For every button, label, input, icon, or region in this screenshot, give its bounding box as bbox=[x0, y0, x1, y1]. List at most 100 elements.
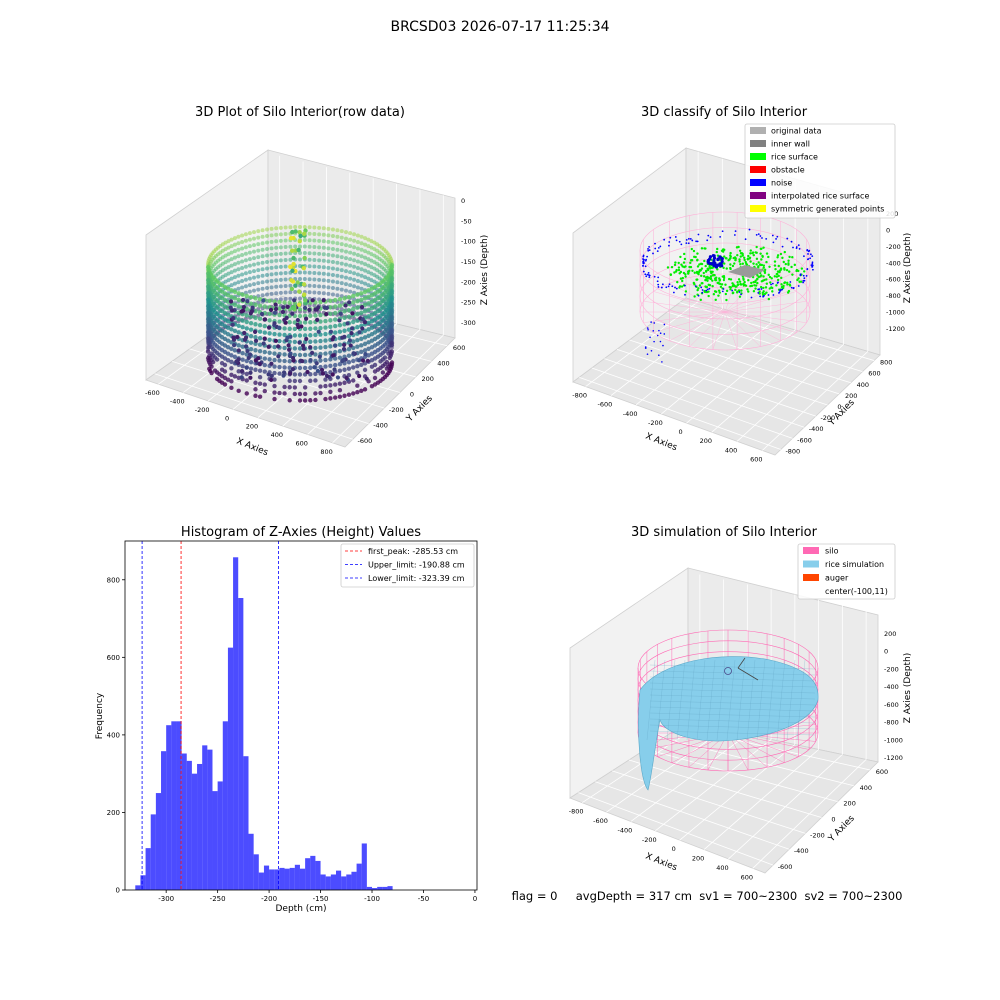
raw-point bbox=[245, 299, 250, 304]
histogram-panel: Histogram of Z-Axies (Height) Values -30… bbox=[95, 525, 478, 914]
rice-surface-point bbox=[682, 261, 686, 264]
raw-point bbox=[312, 270, 317, 275]
raw-point bbox=[272, 344, 277, 350]
noise-point bbox=[806, 267, 809, 270]
raw-point bbox=[265, 247, 270, 252]
raw-point bbox=[261, 341, 266, 346]
raw-point bbox=[317, 271, 322, 276]
noise-point bbox=[689, 238, 692, 240]
noise-point bbox=[811, 264, 814, 267]
noise-point bbox=[657, 276, 660, 279]
histogram-bar bbox=[387, 886, 393, 890]
raw-point bbox=[323, 383, 328, 389]
rice-surface-point bbox=[679, 270, 683, 274]
raw-point bbox=[335, 280, 340, 285]
rice-surface-point bbox=[737, 278, 741, 281]
raw-point bbox=[223, 240, 228, 245]
noise-point bbox=[648, 245, 650, 248]
raw-point bbox=[369, 318, 375, 324]
raw-point bbox=[244, 293, 249, 299]
histogram-bar bbox=[310, 855, 316, 890]
x-tick-label: -400 bbox=[623, 410, 638, 418]
floor-gridline-y bbox=[667, 311, 863, 373]
raw-point bbox=[372, 369, 378, 374]
raw-point bbox=[236, 291, 241, 296]
raw-point bbox=[267, 311, 272, 317]
raw-point bbox=[272, 331, 277, 337]
floor-gridline-y bbox=[662, 737, 854, 787]
noise-point bbox=[706, 288, 709, 291]
raw-point bbox=[205, 264, 211, 270]
raw-point bbox=[360, 317, 365, 322]
raw-point bbox=[297, 238, 302, 244]
histogram-bar bbox=[289, 867, 295, 890]
raw-point bbox=[232, 249, 237, 254]
y-tick-label: -800 bbox=[785, 447, 800, 455]
raw-point bbox=[241, 304, 247, 310]
floor-gridline-y bbox=[629, 339, 828, 406]
raw-point bbox=[290, 311, 295, 316]
raw-point bbox=[315, 317, 320, 322]
z-tick-label: -200 bbox=[461, 278, 476, 286]
figure-suptitle: BRCSD03 2026-07-17 11:25:34 bbox=[390, 19, 609, 35]
x-tick-label: 0 bbox=[672, 845, 676, 853]
raw-point bbox=[347, 300, 352, 305]
raw-point bbox=[219, 367, 225, 372]
raw-point bbox=[317, 264, 322, 269]
raw-point bbox=[205, 349, 211, 354]
raw-point bbox=[240, 239, 245, 244]
noise-point bbox=[781, 245, 784, 248]
rice-surface-point bbox=[736, 253, 739, 257]
raw-point bbox=[359, 286, 364, 291]
raw-point bbox=[348, 270, 353, 275]
x-tick-label: -800 bbox=[569, 808, 584, 816]
raw-point bbox=[298, 244, 302, 249]
noise-point bbox=[647, 272, 650, 274]
raw-point bbox=[252, 275, 256, 280]
raw-point bbox=[304, 336, 309, 342]
noise-point bbox=[653, 275, 656, 278]
raw-point bbox=[287, 385, 292, 390]
rice-surface-point bbox=[782, 284, 785, 288]
noise-point bbox=[720, 257, 724, 261]
raw-point bbox=[291, 261, 296, 267]
raw-point bbox=[223, 247, 228, 252]
histogram-bar bbox=[181, 753, 187, 890]
raw-point bbox=[339, 281, 344, 286]
x-tick-label: 200 bbox=[692, 855, 704, 863]
raw-point bbox=[262, 317, 268, 322]
raw-point bbox=[351, 358, 356, 364]
raw-point bbox=[337, 381, 343, 386]
noise-point bbox=[792, 287, 795, 289]
rice-surface-point bbox=[695, 278, 698, 281]
raw-point bbox=[229, 372, 234, 378]
raw-point bbox=[212, 368, 218, 373]
rice-surface-point bbox=[692, 281, 696, 285]
raw-point bbox=[292, 378, 298, 384]
raw-point bbox=[357, 330, 362, 335]
x-tick-label: 0 bbox=[679, 428, 683, 436]
rice-surface-point bbox=[750, 281, 753, 285]
rice-surface-point bbox=[761, 254, 764, 258]
histogram-bar bbox=[366, 886, 373, 890]
raw-point bbox=[265, 240, 270, 245]
raw-point bbox=[272, 396, 277, 402]
rice-surface-point bbox=[797, 277, 800, 280]
raw-point bbox=[321, 258, 326, 263]
noise-point bbox=[656, 280, 659, 283]
rice-surface-point bbox=[729, 251, 732, 255]
raw-point bbox=[313, 313, 318, 318]
noise-point bbox=[642, 258, 644, 260]
rice-surface-point bbox=[754, 284, 758, 287]
rice-surface-point bbox=[707, 276, 711, 280]
noise-point bbox=[700, 286, 703, 289]
rice-surface-point bbox=[776, 256, 779, 259]
rice-surface-point bbox=[743, 280, 746, 284]
noise-point bbox=[731, 289, 734, 292]
raw-point bbox=[363, 255, 368, 260]
raw-point bbox=[240, 233, 245, 238]
raw-point bbox=[337, 362, 343, 367]
x-tick-label: 400 bbox=[716, 864, 728, 872]
raw-point bbox=[355, 246, 360, 251]
raw-point bbox=[283, 244, 288, 249]
